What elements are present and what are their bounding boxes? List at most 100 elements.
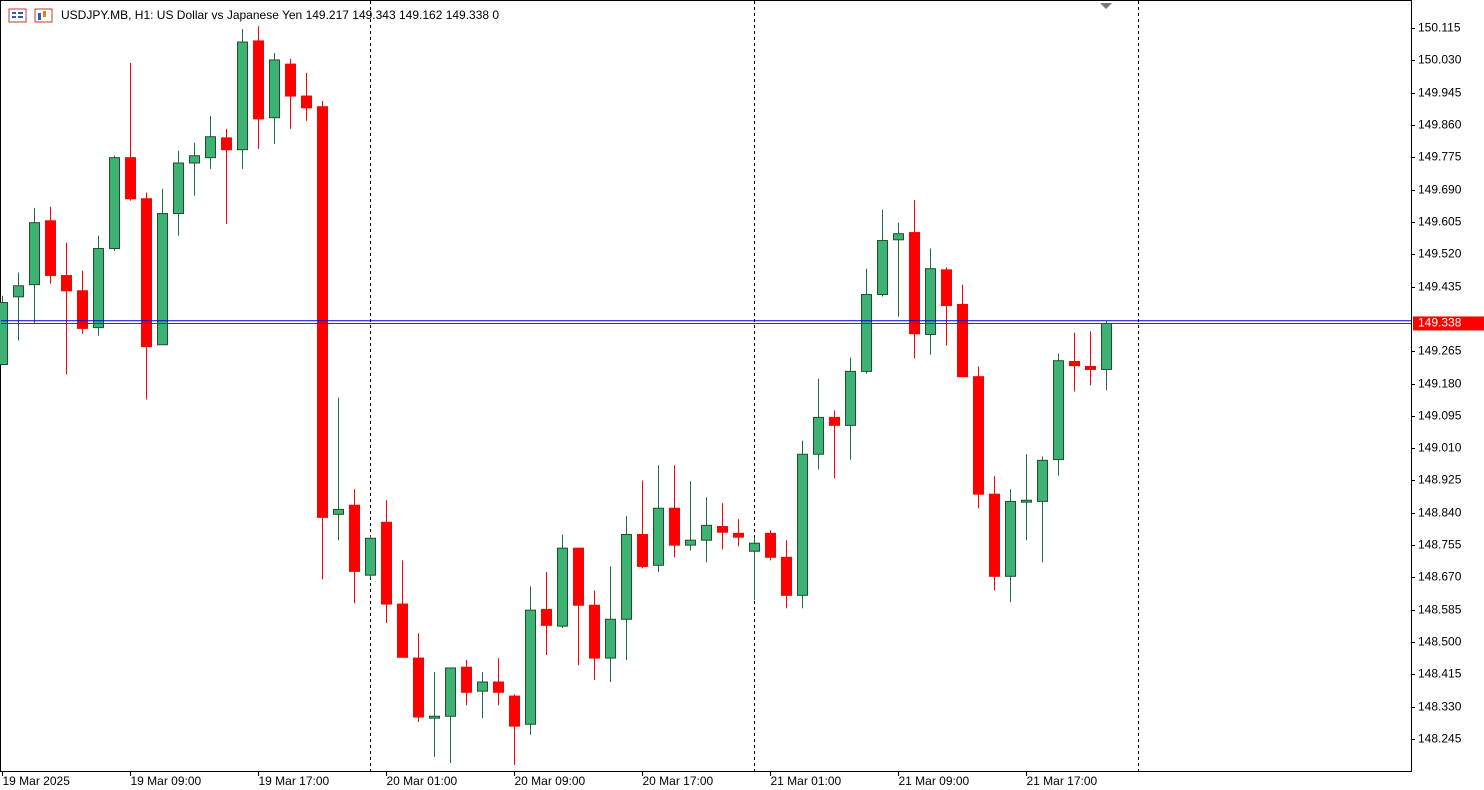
candle-body: [925, 268, 936, 335]
chart-title: USDJPY.MB, H1: US Dollar vs Japanese Yen…: [61, 8, 499, 22]
x-tick-label: 21 Mar 09:00: [899, 774, 970, 788]
candle-body: [973, 376, 984, 495]
x-tick-label: 19 Mar 09:00: [131, 774, 202, 788]
candle: [733, 519, 744, 547]
candle: [765, 530, 776, 561]
y-tick-label: 149.860: [1418, 118, 1462, 132]
candle: [541, 572, 552, 656]
chart-icon[interactable]: [34, 8, 53, 23]
candle-body: [0, 302, 8, 366]
candle-body: [877, 240, 888, 296]
candle-body: [77, 290, 88, 329]
plot-frame: [0, 0, 1412, 772]
candle: [397, 560, 408, 658]
candle-body: [669, 507, 680, 546]
candle: [13, 272, 24, 341]
candle: [61, 242, 72, 375]
candle-body: [1101, 322, 1112, 370]
candle: [813, 378, 824, 470]
candle-body: [429, 715, 440, 719]
candle-body: [317, 106, 328, 518]
candle: [173, 150, 184, 236]
candle-body: [717, 526, 728, 533]
candle-body: [781, 556, 792, 596]
icon-part: [12, 16, 16, 18]
candle-body: [365, 537, 376, 576]
candle-body: [493, 681, 504, 693]
candle-body: [157, 213, 168, 346]
icon-part: [43, 11, 46, 17]
candle-body: [461, 666, 472, 693]
icon-part: [18, 12, 23, 14]
candle-body: [829, 416, 840, 426]
candle: [109, 155, 120, 251]
shift-marker[interactable]: [1100, 3, 1112, 9]
candle-body: [989, 493, 1000, 577]
candle-body: [189, 155, 200, 164]
candle-body: [589, 604, 600, 659]
candle-body: [685, 539, 696, 546]
candle: [973, 366, 984, 509]
candle: [909, 199, 920, 359]
candle-body: [957, 303, 968, 378]
candle: [477, 672, 488, 719]
candle-body: [285, 63, 296, 97]
candle: [621, 516, 632, 660]
candle-body: [301, 95, 312, 109]
candle: [237, 29, 248, 169]
candle-body: [813, 416, 824, 455]
candle-body: [61, 275, 72, 292]
candle-body: [237, 41, 248, 151]
candle: [717, 503, 728, 550]
candle: [605, 566, 616, 683]
candle-body: [653, 507, 664, 566]
price-label-box: [1413, 316, 1484, 331]
candle-body: [29, 222, 40, 286]
candle: [429, 672, 440, 757]
candle: [349, 489, 360, 604]
x-tick-label: 21 Mar 01:00: [771, 774, 842, 788]
candle: [253, 26, 264, 149]
candle: [301, 72, 312, 121]
x-tick-label: 20 Mar 17:00: [643, 774, 714, 788]
x-tick-label: 20 Mar 01:00: [387, 774, 458, 788]
y-tick-label: 149.095: [1418, 409, 1462, 423]
candle-body: [397, 603, 408, 658]
candle-body: [573, 547, 584, 606]
icon-part: [18, 16, 23, 18]
y-tick-label: 150.115: [1418, 21, 1461, 35]
candle: [45, 206, 56, 284]
y-tick-label: 149.520: [1418, 247, 1462, 261]
candle-body: [637, 533, 648, 567]
y-tick-label: 148.585: [1418, 603, 1462, 617]
icon-frame: [8, 8, 27, 23]
candle: [845, 357, 856, 460]
candle-body: [1069, 360, 1080, 367]
candle-body: [333, 508, 344, 515]
candle: [221, 128, 232, 224]
candle-body: [525, 609, 536, 725]
candle: [205, 115, 216, 169]
icon-part: [38, 13, 41, 20]
candle-body: [941, 269, 952, 307]
menu-icon[interactable]: [8, 8, 27, 23]
candle: [1069, 332, 1080, 392]
candle-body: [141, 198, 152, 348]
candle-body: [477, 681, 488, 692]
candle: [589, 590, 600, 681]
candle-body: [701, 524, 712, 541]
y-tick-label: 149.265: [1418, 344, 1462, 358]
candle: [1021, 454, 1032, 541]
candle-body: [269, 59, 280, 119]
candle: [493, 658, 504, 706]
candle: [333, 397, 344, 541]
candle: [1053, 353, 1064, 476]
candle: [893, 222, 904, 317]
candle-body: [1085, 365, 1096, 370]
candle: [157, 188, 168, 346]
candle: [525, 586, 536, 735]
x-tick-label: 20 Mar 09:00: [515, 774, 586, 788]
x-tick-label: 19 Mar 17:00: [259, 774, 330, 788]
candle: [989, 476, 1000, 591]
candle-body: [605, 618, 616, 659]
